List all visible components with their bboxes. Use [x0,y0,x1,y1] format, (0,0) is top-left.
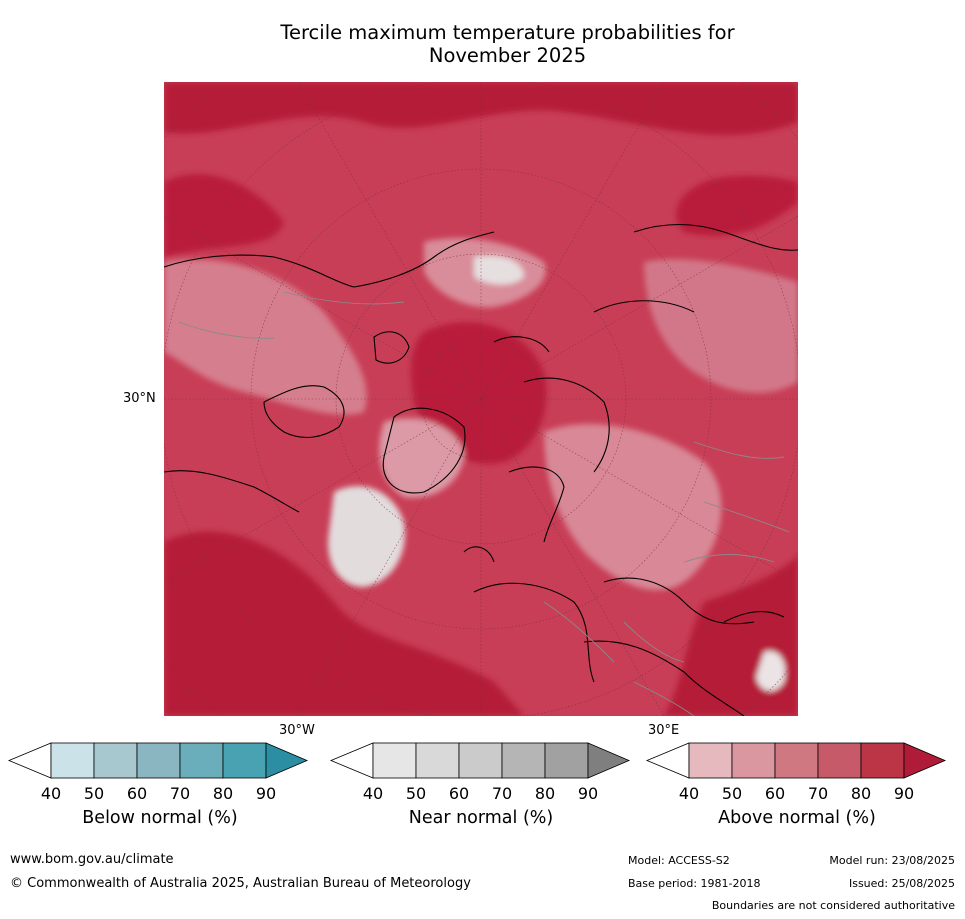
colorbar-segment [372,742,417,779]
colorbar-segment [544,742,589,779]
colorbar-segment [50,742,95,779]
colorbar-segment [501,742,546,779]
colorbar-tick-label: 90 [256,784,276,803]
colorbar-segment [458,742,503,779]
near-normal-patch-atlantic [328,486,405,587]
colorbar-tick-label: 40 [679,784,699,803]
colorbar-near-svg: 40 50 60 70 80 90 [329,742,631,803]
colorbar-tick-label: 60 [765,784,785,803]
colorbar-segment [774,742,819,779]
footer-disclaimer: Boundaries are not considered authoritat… [711,899,955,912]
map-canvas [164,82,798,716]
light-region-north-america [164,259,367,415]
colorbar-above-svg: 40 50 60 70 80 90 [645,742,947,803]
borders [178,291,790,716]
chart-title: Tercile maximum temperature probabilitie… [165,21,850,67]
colorbar-tick-label: 40 [363,784,383,803]
colorbar-over-triangle [587,742,631,779]
colorbar-below-svg: 40 50 60 70 80 90 [7,742,309,803]
coastlines [164,223,798,716]
colorbar-title-below: Below normal (%) [82,808,238,828]
colorbar-title-above: Above normal (%) [718,808,876,828]
colorbar-tick-label: 80 [213,784,233,803]
colorbar-tick-label: 40 [41,784,61,803]
colorbar-tick-label: 90 [578,784,598,803]
colorbar-tick-label: 50 [722,784,742,803]
colorbar-under-triangle [329,742,374,779]
colorbar-segment [731,742,776,779]
title-line-1: Tercile maximum temperature probabilitie… [280,21,735,44]
footer-base-period: Base period: 1981-2018 [628,877,761,890]
colorbar-segment [860,742,905,779]
colorbar-tick-label: 70 [808,784,828,803]
colorbar-over-triangle [903,742,947,779]
colorbar-tick-label: 60 [127,784,147,803]
colorbar-near-normal: 40 50 60 70 80 90 [329,742,632,809]
title-line-2: November 2025 [428,44,587,67]
probability-map [164,82,798,716]
near-normal-patch-arabia [756,651,786,692]
colorbar-tick-label: 80 [851,784,871,803]
footer-issued: Issued: 25/08/2025 [848,877,955,890]
light-region-greenland [379,418,464,498]
colorbar-segment [179,742,224,779]
colorbar-under-triangle [645,742,690,779]
colorbar-tick-label: 50 [406,784,426,803]
colorbar-segment [415,742,460,779]
colorbar-segment [93,742,138,779]
colorbar-tick-label: 60 [449,784,469,803]
colorbar-under-triangle [7,742,52,779]
light-region-europe [544,423,722,591]
colorbar-above-normal: 40 50 60 70 80 90 [645,742,948,809]
colorbar-below-normal: 40 50 60 70 80 90 [7,742,310,809]
footer-website: www.bom.gov.au/climate [10,852,174,867]
colorbar-segment [817,742,862,779]
colorbar-segment [136,742,181,779]
lon-label-30e: 30°E [648,723,680,738]
near-normal-patch-arctic [474,255,524,285]
colorbar-segment [222,742,267,779]
colorbar-tick-label: 80 [535,784,555,803]
colorbar-tick-label: 50 [84,784,104,803]
footer-model: Model: ACCESS-S2 [628,854,730,867]
footer-copyright: © Commonwealth of Australia 2025, Austra… [10,876,471,891]
colorbar-tick-label: 70 [170,784,190,803]
graticule [164,82,798,716]
lat-label-30n: 30°N [123,391,156,406]
colorbar-title-near: Near normal (%) [408,808,554,828]
footer-model-run: Model run: 23/08/2025 [829,854,955,867]
dark-region-southwest [164,531,524,716]
dark-region-siberia [676,175,798,236]
dark-region-pacific [164,174,284,257]
colorbar-segment [688,742,733,779]
colorbar-over-triangle [265,742,309,779]
light-region-asia [644,259,798,393]
lon-label-30w: 30°W [279,723,315,738]
colorbar-tick-label: 70 [492,784,512,803]
colorbar-tick-label: 90 [894,784,914,803]
